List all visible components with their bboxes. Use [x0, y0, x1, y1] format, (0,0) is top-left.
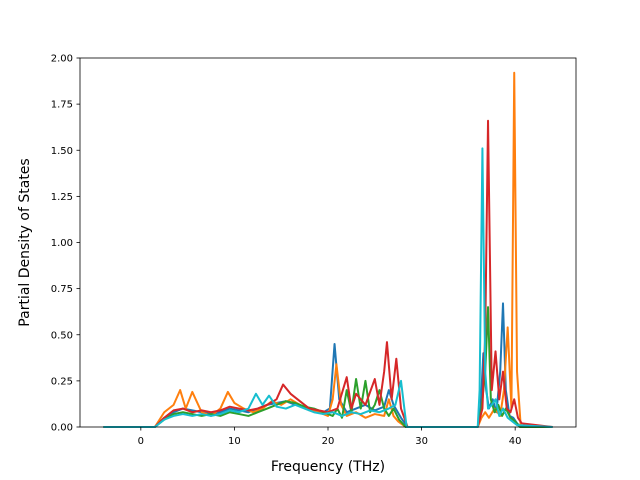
series-line-5: [103, 147, 553, 428]
y-tick-label: 1.25: [51, 192, 73, 203]
series-line-1: [103, 302, 553, 428]
y-ticks: 0.00 0.25 0.50 0.75 1.00 1.25 1.50 1.75 2.00: [51, 54, 80, 434]
x-tick-label: 10: [228, 436, 241, 447]
x-tick-label: 20: [322, 436, 335, 447]
x-tick-label: 30: [415, 436, 428, 447]
series-line-4: [103, 119, 553, 428]
x-tick-label: 0: [138, 436, 144, 447]
series-layer: [103, 71, 553, 428]
y-tick-label: 1.50: [51, 146, 73, 157]
y-axis-label: Partial Density of States: [17, 158, 33, 326]
y-tick-label: 0.75: [51, 284, 73, 295]
x-tick-label: 40: [509, 436, 522, 447]
y-tick-label: 1.00: [51, 238, 73, 249]
x-axis-label: Frequency (THz): [271, 459, 385, 475]
x-ticks: 0 10 20 30 40: [138, 427, 522, 447]
y-tick-label: 0.25: [51, 376, 73, 387]
y-tick-label: 2.00: [51, 54, 73, 65]
y-tick-label: 0.00: [51, 423, 73, 434]
y-tick-label: 0.50: [51, 330, 73, 341]
y-tick-label: 1.75: [51, 100, 73, 111]
